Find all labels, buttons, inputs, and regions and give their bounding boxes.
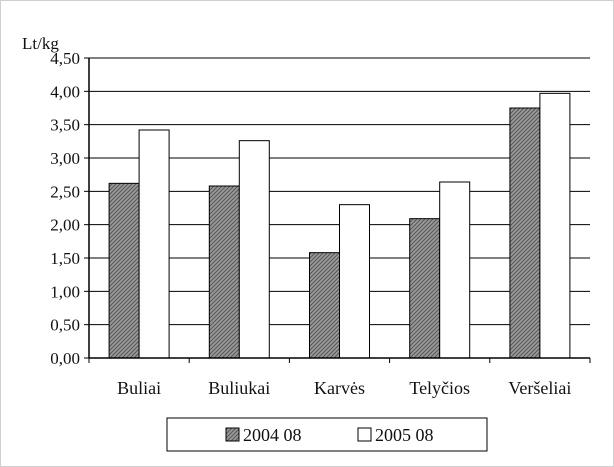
axes	[88, 58, 590, 359]
legend-label-1: 2004 08	[243, 425, 302, 445]
bar-1	[309, 252, 340, 359]
bar-1	[509, 107, 541, 359]
y-tick-label: 0,00	[50, 349, 80, 368]
category-label: Veršeliai	[508, 378, 571, 398]
y-tick-label: 3,00	[50, 149, 80, 168]
category-label: Karvės	[314, 378, 365, 398]
x-axis-categories: Buliai Buliukai Karvės Telyčios Veršeliai	[88, 358, 591, 398]
y-tick-label: 2,00	[50, 216, 80, 235]
category-label: Buliai	[117, 378, 161, 398]
legend-box	[166, 417, 488, 452]
bar-2	[339, 204, 370, 359]
legend-swatch-2	[357, 427, 372, 442]
category-label: Telyčios	[409, 378, 470, 398]
bar-1	[409, 218, 441, 359]
legend: 2004 08 2005 08	[166, 417, 488, 452]
y-tick-label: 4,00	[50, 82, 80, 101]
y-tick-label: 1,50	[50, 249, 80, 268]
y-tick-label: 3,50	[50, 116, 80, 135]
y-tick-label: 0,50	[50, 316, 80, 335]
bar-2	[539, 92, 571, 359]
category-label: Buliukai	[208, 378, 270, 398]
bar-2	[138, 129, 170, 359]
bar-1	[208, 185, 240, 359]
bar-2	[439, 181, 471, 359]
y-axis-ticks: 0,00 0,50 1,00 1,50 2,00 2,50 3,00 3,50 4,00 4,50	[50, 49, 89, 368]
y-tick-label: 1,00	[50, 282, 80, 301]
y-tick-label: 2,50	[50, 182, 80, 201]
y-tick-label: 4,50	[50, 49, 80, 68]
legend-label-2: 2005 08	[375, 425, 434, 445]
bars	[108, 92, 571, 359]
y-axis-unit-label: Lt/kg	[22, 34, 59, 53]
legend-swatch-1	[225, 427, 240, 442]
bar-1	[108, 182, 140, 359]
bar-2	[238, 140, 270, 359]
